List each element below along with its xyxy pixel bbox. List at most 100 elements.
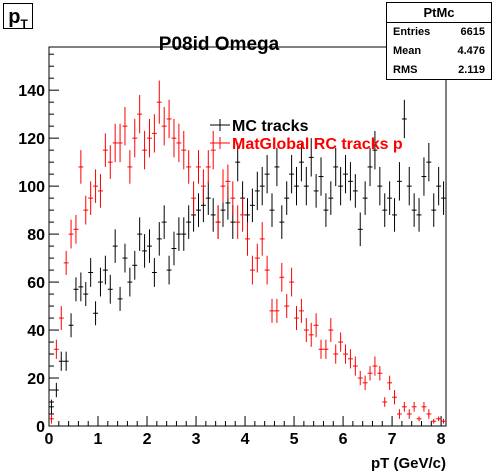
data-point [83, 282, 89, 307]
data-point [83, 195, 89, 225]
data-point [73, 214, 79, 244]
data-point [352, 356, 358, 376]
data-point [191, 181, 197, 215]
plot-frame [48, 46, 447, 427]
y-tick-label: 140 [18, 83, 45, 100]
data-point [284, 294, 290, 319]
data-point [392, 198, 397, 232]
data-point [102, 255, 108, 285]
data-point [156, 222, 162, 256]
data-point [289, 154, 295, 194]
data-point [411, 402, 417, 412]
data-point [98, 174, 103, 208]
legend-label: MatGlobal RC tracks p [232, 136, 403, 153]
data-point [416, 416, 422, 422]
data-point [357, 212, 363, 247]
x-axis-label: pT (GeV/c) [371, 455, 446, 472]
data-point [372, 130, 378, 170]
x-tick-label: 8 [437, 431, 446, 448]
axis-variable-main: p [8, 6, 21, 28]
axis-variable-sub: T [20, 17, 28, 31]
x-axis: 0 1 2 3 4 5 6 7 8 [45, 416, 446, 448]
stats-box: PtMc Entries 6615 Mean 4.476 RMS 2.119 [386, 2, 492, 80]
data-point [63, 250, 69, 275]
data-point [352, 174, 358, 208]
data-point [142, 130, 148, 170]
data-point [49, 414, 54, 424]
data-point [426, 142, 432, 182]
data-point [254, 171, 260, 211]
data-point [68, 219, 74, 249]
y-tick-label: 100 [18, 179, 45, 196]
data-point [431, 193, 437, 227]
data-point [171, 231, 177, 266]
data-point [259, 166, 265, 206]
data-point [338, 166, 344, 206]
y-axis: 0 20 40 60 80 100 120 140 [18, 53, 59, 436]
stats-value: 6615 [460, 26, 485, 38]
data-point [313, 313, 319, 338]
data-point [308, 322, 314, 347]
legend-label: MC tracks [232, 118, 309, 135]
data-point [151, 114, 157, 153]
data-point [289, 267, 295, 297]
data-point [441, 418, 446, 424]
data-point [112, 123, 118, 163]
data-point [225, 164, 231, 199]
data-point [323, 193, 329, 227]
x-tick-label: 3 [192, 431, 201, 448]
axis-variable-label: pT [3, 3, 33, 31]
data-point [240, 198, 246, 232]
data-point [269, 298, 275, 323]
data-point [215, 205, 221, 239]
data-point [274, 147, 280, 187]
data-point [431, 418, 437, 424]
data-point [294, 166, 299, 206]
data-point [377, 366, 383, 381]
data-point [362, 375, 368, 391]
data-point [176, 217, 182, 251]
data-point [49, 399, 54, 415]
data-point [93, 169, 99, 203]
data-point [396, 409, 402, 419]
stats-label: Mean [393, 45, 422, 57]
stats-value: 2.119 [458, 64, 485, 76]
data-series [49, 80, 446, 424]
data-point [387, 181, 393, 215]
x-tick-label: 2 [143, 431, 152, 448]
data-point [298, 142, 304, 182]
x-tick-label: 6 [339, 431, 348, 448]
data-point [156, 80, 162, 124]
data-point [347, 162, 353, 201]
data-point [426, 409, 432, 419]
x-tick-label: 5 [290, 431, 299, 448]
data-point [298, 298, 304, 323]
y-tick-label: 40 [27, 323, 45, 340]
data-point [196, 193, 201, 227]
data-point [142, 234, 148, 268]
y-tick-label: 20 [27, 371, 45, 388]
data-point [53, 382, 59, 398]
data-point [98, 267, 103, 297]
data-point [230, 181, 236, 215]
data-point [274, 298, 280, 323]
data-point [210, 198, 216, 232]
chart-title: P08id Omega [159, 34, 280, 55]
stats-row-rms: RMS 2.119 [387, 61, 491, 80]
data-point [147, 118, 152, 158]
data-point [205, 181, 211, 215]
data-point [421, 402, 427, 412]
data-point [264, 154, 270, 194]
stats-label: Entries [393, 26, 431, 38]
data-point [102, 133, 108, 167]
data-point [436, 166, 442, 206]
data-point [367, 366, 373, 381]
data-point [137, 217, 143, 251]
data-point [249, 188, 255, 223]
data-point [343, 154, 348, 194]
y-tick-label: 60 [27, 275, 45, 292]
data-point [166, 99, 172, 139]
data-point [68, 313, 74, 338]
